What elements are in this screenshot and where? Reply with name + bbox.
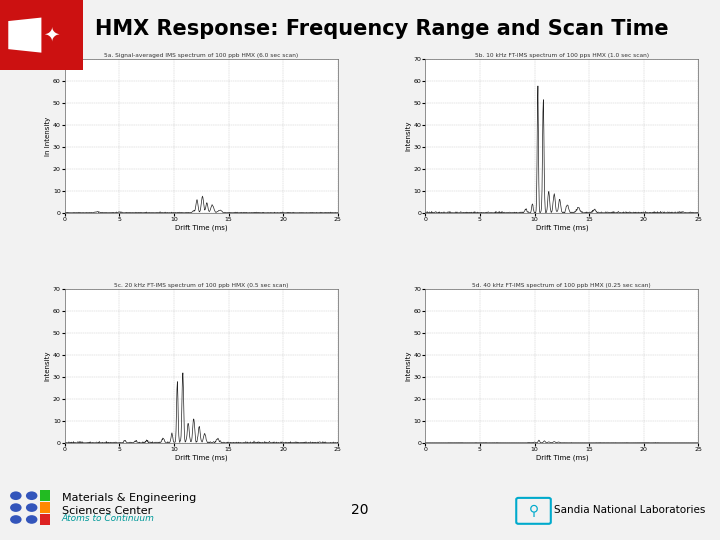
Text: Sandia National Laboratories: Sandia National Laboratories bbox=[554, 505, 706, 515]
Polygon shape bbox=[0, 0, 45, 70]
X-axis label: Drift Time (ms): Drift Time (ms) bbox=[175, 224, 228, 231]
Text: Atoms to Continuum: Atoms to Continuum bbox=[62, 514, 155, 523]
Title: 5d. 40 kHz FT-IMS spectrum of 100 ppb HMX (0.25 sec scan): 5d. 40 kHz FT-IMS spectrum of 100 ppb HM… bbox=[472, 282, 651, 288]
Y-axis label: In Intensity: In Intensity bbox=[45, 117, 50, 156]
Text: 20: 20 bbox=[351, 503, 369, 517]
Polygon shape bbox=[37, 0, 83, 70]
Y-axis label: Intensity: Intensity bbox=[405, 351, 411, 381]
Title: 5a. Signal-averaged IMS spectrum of 100 ppb HMX (6.0 sec scan): 5a. Signal-averaged IMS spectrum of 100 … bbox=[104, 52, 299, 58]
Text: HMX Response: Frequency Range and Scan Time: HMX Response: Frequency Range and Scan T… bbox=[95, 19, 668, 39]
Text: Materials & Engineering: Materials & Engineering bbox=[62, 494, 196, 503]
Text: ✦: ✦ bbox=[43, 25, 60, 45]
Text: Sciences Center: Sciences Center bbox=[62, 506, 152, 516]
X-axis label: Drift Time (ms): Drift Time (ms) bbox=[175, 454, 228, 461]
Polygon shape bbox=[9, 17, 42, 52]
X-axis label: Drift Time (ms): Drift Time (ms) bbox=[536, 454, 588, 461]
X-axis label: Drift Time (ms): Drift Time (ms) bbox=[536, 224, 588, 231]
Text: ⚲: ⚲ bbox=[528, 504, 539, 518]
Y-axis label: Intensity: Intensity bbox=[405, 121, 411, 151]
Title: 5b. 10 kHz FT-IMS spectrum of 100 pps HMX (1.0 sec scan): 5b. 10 kHz FT-IMS spectrum of 100 pps HM… bbox=[474, 52, 649, 58]
Title: 5c. 20 kHz FT-IMS spectrum of 100 ppb HMX (0.5 sec scan): 5c. 20 kHz FT-IMS spectrum of 100 ppb HM… bbox=[114, 282, 289, 288]
Y-axis label: Intensity: Intensity bbox=[45, 351, 50, 381]
